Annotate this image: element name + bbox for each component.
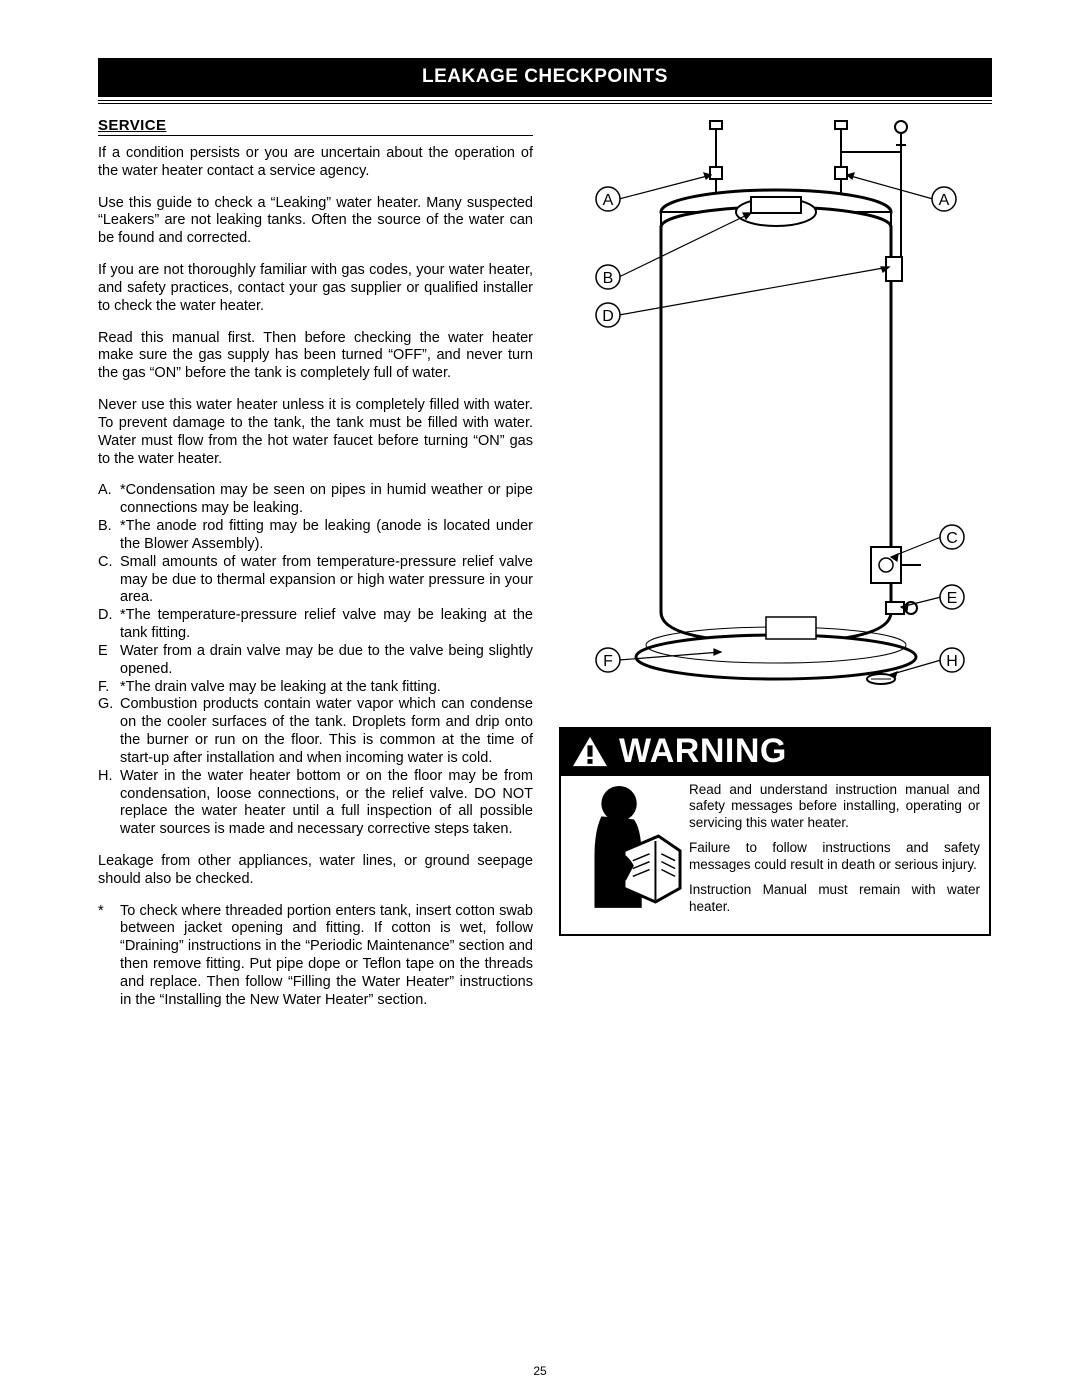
checkpoint-list: A.*Condensation may be seen on pipes in … bbox=[98, 482, 533, 839]
svg-text:H: H bbox=[946, 653, 958, 670]
service-paragraph-3: If you are not thoroughly familiar with … bbox=[98, 262, 533, 315]
section-header: LEAKAGE CHECKPOINTS bbox=[98, 58, 992, 97]
checkpoint-item-f: F.*The drain valve may be leaking at the… bbox=[98, 679, 533, 697]
warning-panel: WARNING bbox=[559, 727, 991, 936]
svg-text:D: D bbox=[602, 308, 614, 325]
svg-text:F: F bbox=[603, 653, 613, 670]
svg-text:A: A bbox=[602, 192, 613, 209]
svg-text:B: B bbox=[602, 270, 613, 287]
service-paragraph-5: Never use this water heater unless it is… bbox=[98, 397, 533, 468]
svg-text:C: C bbox=[946, 530, 958, 547]
right-column: A A B D C E F H bbox=[559, 117, 992, 1010]
service-paragraph-6: Leakage from other appliances, water lin… bbox=[98, 853, 533, 889]
svg-text:A: A bbox=[938, 192, 949, 209]
footnote: * To check where threaded portion enters… bbox=[98, 903, 533, 1010]
checkpoint-item-a: A.*Condensation may be seen on pipes in … bbox=[98, 482, 533, 518]
checkpoint-item-d: D.*The temperature-pressure relief valve… bbox=[98, 607, 533, 643]
warning-p2: Failure to follow instructions and safet… bbox=[689, 840, 980, 873]
read-manual-icon bbox=[565, 782, 683, 914]
header-rule bbox=[98, 100, 992, 104]
warning-p3: Instruction Manual must remain with wate… bbox=[689, 882, 980, 915]
warning-p1: Read and understand instruction manual a… bbox=[689, 782, 980, 831]
service-heading: SERVICE bbox=[98, 117, 533, 136]
checkpoint-item-c: C.Small amounts of water from temperatur… bbox=[98, 554, 533, 607]
warning-triangle-icon bbox=[571, 735, 609, 769]
service-paragraph-2: Use this guide to check a “Leaking” wate… bbox=[98, 195, 533, 248]
service-paragraph-1: If a condition persists or you are uncer… bbox=[98, 145, 533, 181]
checkpoint-item-e: EWater from a drain valve may be due to … bbox=[98, 643, 533, 679]
checkpoint-item-g: G.Combustion products contain water vapo… bbox=[98, 696, 533, 767]
warning-title: WARNING bbox=[619, 732, 787, 771]
page-number: 25 bbox=[0, 1364, 1080, 1378]
checkpoint-item-b: B.*The anode rod fitting may be leaking … bbox=[98, 518, 533, 554]
water-heater-diagram: A A B D C E F H bbox=[571, 117, 981, 697]
checkpoint-item-h: H.Water in the water heater bottom or on… bbox=[98, 768, 533, 839]
warning-text: Read and understand instruction manual a… bbox=[689, 782, 980, 924]
two-column-layout: SERVICE If a condition persists or you a… bbox=[98, 117, 992, 1010]
service-paragraph-4: Read this manual first. Then before chec… bbox=[98, 330, 533, 383]
left-column: SERVICE If a condition persists or you a… bbox=[98, 117, 533, 1010]
svg-text:E: E bbox=[946, 590, 957, 607]
warning-header: WARNING bbox=[561, 729, 989, 776]
